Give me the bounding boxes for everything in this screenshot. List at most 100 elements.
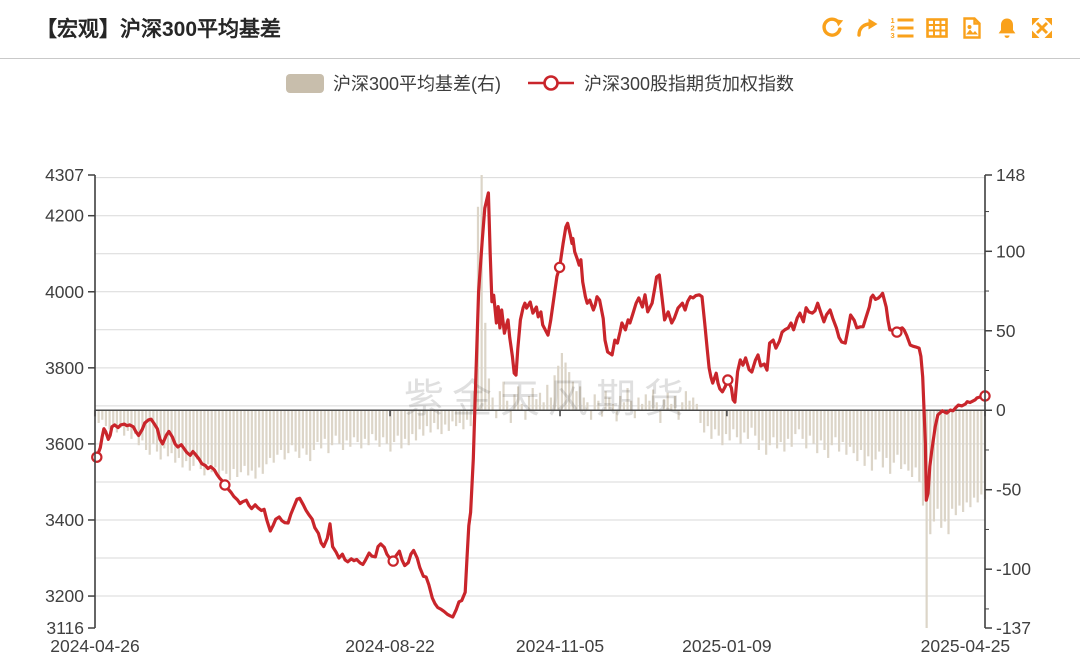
bar [648,400,651,411]
bar [356,410,359,443]
bar [272,410,275,463]
bar [254,410,257,479]
bar [568,372,571,411]
bar [403,410,407,439]
bar [502,381,505,411]
bar [371,410,374,435]
header-divider [0,58,1080,59]
bar [801,410,804,439]
bar [812,410,815,444]
legend-item-index[interactable]: 沪深300股指期货加权指数 [527,70,794,96]
bar [546,384,549,411]
x-axis-tick-label: 2025-01-09 [682,636,772,656]
bar [258,410,261,468]
bar [673,395,677,411]
bar [845,410,848,455]
bar [104,410,108,427]
bar [969,410,972,508]
line-series [91,191,991,619]
bar [622,402,625,411]
bar [177,410,180,458]
bar [108,410,111,430]
bar [294,410,297,452]
bar [469,410,472,427]
bar [283,410,286,460]
bar [761,410,764,441]
bar [389,410,392,452]
bar [535,399,538,411]
bar [330,410,334,446]
bar [808,410,812,436]
bar [600,410,604,417]
bar [980,410,983,495]
bar [786,410,790,439]
bar [611,403,615,411]
share-icon[interactable] [855,16,879,40]
bar [261,410,264,474]
bar [655,402,658,411]
bar [863,410,866,466]
bar [341,410,345,450]
bar [465,410,469,420]
refresh-icon[interactable] [820,16,844,40]
bar [695,403,698,411]
bar [159,410,162,460]
bar [400,410,403,449]
bar [517,386,520,411]
bar [805,410,808,449]
bar [593,394,596,411]
bar [305,410,308,455]
bar [152,410,155,444]
bar [440,410,443,435]
legend-item-basis[interactable]: 沪深300平均基差(右) [285,70,501,96]
bar [239,410,242,473]
bar [487,378,491,411]
bar [604,391,607,411]
bar [641,403,644,411]
bar [830,410,833,446]
bar [287,410,290,454]
bar [754,410,757,436]
bar [411,410,414,435]
bar [137,410,140,446]
bar [407,410,410,446]
bar [768,410,771,446]
bar [918,410,921,482]
bar [670,403,673,411]
bar [582,397,585,411]
bar [597,400,600,411]
bar [921,410,925,506]
bar [619,395,622,411]
bar [972,410,976,498]
bar [870,410,874,471]
left-axis-tick-label: 3200 [45,586,84,606]
bar [750,410,753,428]
bar [644,394,647,411]
bar [914,410,917,468]
image-icon[interactable] [960,16,984,40]
bar [338,410,341,444]
bar [903,410,906,465]
bell-icon[interactable] [995,16,1019,40]
bar [396,410,399,436]
table-icon[interactable] [925,16,949,40]
bar [896,410,899,455]
bar [276,410,279,455]
bar [414,410,418,441]
bar [743,410,746,433]
bar [575,391,578,411]
expand-icon[interactable] [1030,16,1054,40]
bar [134,410,137,435]
bar [841,410,844,443]
bar [217,410,221,477]
bar [659,410,662,423]
bar [662,399,666,411]
bar [225,410,228,474]
bar [684,391,687,411]
bar [589,410,593,420]
legend: 沪深300平均基差(右) 沪深300股指期货加权指数 [0,70,1080,96]
bar [710,410,713,439]
